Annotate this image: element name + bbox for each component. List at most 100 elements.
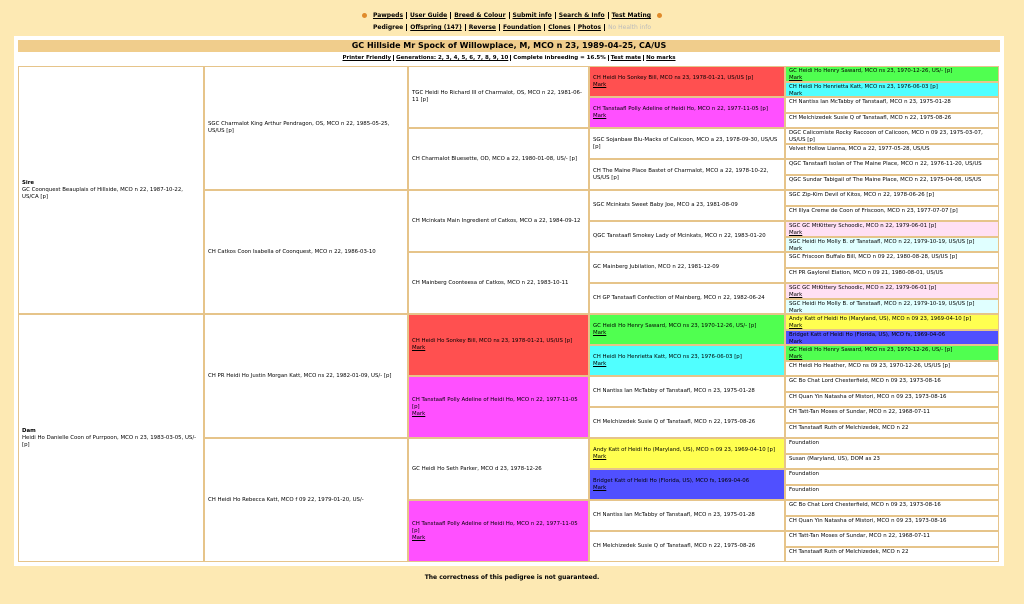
- cat-name[interactable]: CH Heidi Ho Sonkey Bill, MCO ns 23, 1978…: [593, 74, 754, 81]
- option[interactable]: No marks: [643, 55, 678, 61]
- option[interactable]: Complete inbreeding = 16.5%: [510, 55, 608, 61]
- cat-name[interactable]: GC Heidi Ho Henry Saward, MCO ns 23, 197…: [593, 322, 757, 329]
- pedigree-cell: Andy Katt of Heidi Ho (Maryland, US), MC…: [589, 438, 785, 469]
- cat-name[interactable]: SGC GC MtKittery Schoodic, MCO n 22, 197…: [789, 285, 937, 291]
- cat-name[interactable]: GC Bo Chat Lord Chesterfield, MCO n 09 2…: [789, 378, 941, 384]
- cat-name[interactable]: GC Bo Chat Lord Chesterfield, MCO n 09 2…: [789, 502, 941, 508]
- cat-name[interactable]: DGC Calicomiste Rocky Raccoon of Calicoo…: [789, 130, 983, 143]
- mark-link[interactable]: Mark: [789, 323, 803, 329]
- nav-link[interactable]: Submit info: [508, 12, 555, 19]
- cat-name[interactable]: CH Illya Creme de Coon of Friscoon, MCO …: [789, 207, 958, 214]
- nav-link[interactable]: Pawpeds: [372, 12, 404, 19]
- nav-link: No Health info: [604, 24, 654, 31]
- cat-name[interactable]: Susan (Maryland, US), DOM as 23: [789, 455, 880, 462]
- option[interactable]: Test mate: [607, 55, 644, 61]
- mark-link[interactable]: Mark: [789, 90, 803, 97]
- cat-name[interactable]: CH Charmalot Bluesette, OD, MCO a 22, 19…: [412, 155, 578, 162]
- cat-name[interactable]: Foundation: [789, 440, 820, 446]
- cat-name[interactable]: CH Heidi Ho Henrietta Katt, MCO ns 23, 1…: [593, 353, 742, 360]
- cat-name[interactable]: SGC Charmalot King Arthur Pendragon, OS,…: [208, 121, 390, 134]
- mark-link[interactable]: Mark: [789, 338, 803, 345]
- cat-name[interactable]: CH Melchizedek Susie Q of Tanstaafl, MCO…: [789, 114, 952, 121]
- mark-link[interactable]: Mark: [789, 307, 803, 314]
- cat-name[interactable]: CH Nantiss Ian McTabby of Tanstaafl, MCO…: [789, 99, 951, 105]
- nav-link[interactable]: Search & Info: [554, 12, 608, 19]
- cat-name[interactable]: QGC Tanstaafl Smokey Lady of Mcinkats, M…: [593, 233, 766, 239]
- cat-name[interactable]: CH Tatt-Tan Moses of Sundar, MCO n 22, 1…: [789, 533, 930, 539]
- cat-name[interactable]: CH Tanstaafl Ruth of Melchizedek, MCO n …: [789, 548, 909, 555]
- cat-name[interactable]: CH Melchizedek Susie Q of Tanstaafl, MCO…: [593, 419, 756, 425]
- cat-name[interactable]: CH Heidi Ho Rebecca Katt, MCO f 09 22, 1…: [208, 496, 364, 503]
- cat-name[interactable]: Andy Katt of Heidi Ho (Maryland, US), MC…: [789, 316, 972, 322]
- cat-name[interactable]: CH Tanstaafl Polly Adeline of Heidi Ho, …: [412, 396, 578, 410]
- cat-name[interactable]: SGC Friscoon Buffalo Bill, MCO n 09 22, …: [789, 254, 958, 260]
- cat-name[interactable]: CH Heidi Ho Heather, MCO ns 09 23, 1970-…: [789, 362, 951, 369]
- nav-link[interactable]: Clones: [544, 24, 574, 31]
- cat-name[interactable]: CH Tanstaafl Polly Adeline of Heidi Ho, …: [412, 520, 578, 534]
- nav-link[interactable]: Breed & Colour: [450, 12, 509, 19]
- cat-name[interactable]: SGC Heidi Ho Molly B. of Tanstaafl, MCO …: [789, 300, 975, 307]
- icon: [657, 13, 663, 18]
- nav-link[interactable]: Offspring (147): [406, 24, 465, 31]
- cat-name[interactable]: Foundation: [789, 471, 820, 477]
- cat-name[interactable]: CH Quan Yin Natasha of Mistori, MCO n 09…: [789, 517, 947, 524]
- cat-name[interactable]: GC Mainberg Jubilation, MCO n 22, 1981-1…: [593, 264, 720, 270]
- mark-link[interactable]: Mark: [789, 75, 803, 81]
- cat-name[interactable]: CH Tanstaafl Polly Adeline of Heidi Ho, …: [593, 105, 768, 112]
- cat-name[interactable]: CH GP Tanstaafl Confection of Mainberg, …: [593, 295, 765, 301]
- cat-name[interactable]: Heidi Ho Danielle Coon of Purrpoon, MCO …: [22, 434, 197, 448]
- mark-link[interactable]: Mark: [789, 354, 803, 360]
- cat-name[interactable]: Andy Katt of Heidi Ho (Maryland, US), MC…: [593, 446, 776, 453]
- cat-name[interactable]: Velvet Hollow Lianna, MCO a 22, 1977-05-…: [789, 145, 930, 152]
- cat-name[interactable]: SGC Zip-Kim Devil of Kitos, MCO n 22, 19…: [789, 192, 935, 198]
- option[interactable]: Printer Friendly: [342, 55, 392, 61]
- cat-name[interactable]: Bridget Katt of Heidi Ho (Florida, US), …: [789, 331, 946, 338]
- cat-name[interactable]: QGC Tanstaafl Isolan of The Maine Place,…: [789, 161, 982, 167]
- cat-name[interactable]: Bridget Katt of Heidi Ho (Florida, US), …: [593, 477, 750, 484]
- cat-name[interactable]: CH Nantiss Ian McTabby of Tanstaafl, MCO…: [593, 512, 755, 518]
- pedigree-cell: QGC Tanstaafl Smokey Lady of Mcinkats, M…: [589, 221, 785, 252]
- cat-name[interactable]: CH Mcinkats Main Ingredient of Catkos, M…: [412, 217, 581, 224]
- nav-link[interactable]: User Guide: [406, 12, 451, 19]
- mark-link[interactable]: Mark: [593, 484, 607, 491]
- cat-name[interactable]: TGC Heidi Ho Richard III of Charmalot, O…: [412, 90, 582, 103]
- mark-link[interactable]: Mark: [593, 360, 607, 367]
- cat-name[interactable]: QGC Sundar Tabigail of The Maine Place, …: [789, 176, 982, 183]
- cat-name[interactable]: CH Quan Yin Natasha of Mistori, MCO n 09…: [789, 393, 947, 400]
- cat-name[interactable]: SGC GC MtKittery Schoodic, MCO n 22, 197…: [789, 223, 937, 229]
- cat-name[interactable]: CH Tanstaafl Ruth of Melchizedek, MCO n …: [789, 424, 909, 431]
- mark-link[interactable]: Mark: [412, 345, 426, 351]
- cat-name[interactable]: CH Catkos Coon Isabella of Coonquest, MC…: [208, 248, 376, 255]
- cat-name[interactable]: CH Nantiss Ian McTabby of Tanstaafl, MCO…: [593, 388, 755, 394]
- mark-link[interactable]: Mark: [593, 329, 607, 336]
- cat-name[interactable]: CH PR Heidi Ho Justin Morgan Katt, MCO n…: [208, 372, 392, 379]
- mark-link[interactable]: Mark: [789, 230, 803, 236]
- cat-name[interactable]: SGC Mcinkats Sweet Baby Joe, MCO a 23, 1…: [593, 202, 738, 208]
- mark-link[interactable]: Mark: [412, 534, 426, 541]
- cat-name[interactable]: CH Mainberg Coonteesa of Catkos, MCO n 2…: [412, 279, 569, 286]
- cat-name[interactable]: GC Heidi Ho Henry Saward, MCO ns 23, 197…: [789, 347, 953, 353]
- mark-link[interactable]: Mark: [593, 453, 607, 460]
- cat-name[interactable]: SGC Sojanbaw Blu-Macks of Calicoon, MCO …: [593, 136, 778, 150]
- nav-link[interactable]: Test Mating: [607, 12, 655, 19]
- cat-name[interactable]: GC Heidi Ho Henry Saward, MCO ns 23, 197…: [789, 68, 953, 74]
- cat-name[interactable]: SGC Heidi Ho Molly B. of Tanstaafl, MCO …: [789, 238, 975, 245]
- mark-link[interactable]: Mark: [789, 292, 803, 298]
- cat-name[interactable]: GC Heidi Ho Seth Parker, MCO d 23, 1978-…: [412, 465, 542, 472]
- mark-link[interactable]: Mark: [412, 410, 426, 417]
- nav-link[interactable]: Reverse: [464, 24, 500, 31]
- cat-name[interactable]: CH Melchizedek Susie Q of Tanstaafl, MCO…: [593, 543, 756, 549]
- cat-name[interactable]: CH Heidi Ho Henrietta Katt, MCO ns 23, 1…: [789, 83, 938, 90]
- mark-link[interactable]: Mark: [593, 81, 607, 88]
- nav-link[interactable]: Photos: [573, 24, 605, 31]
- mark-link[interactable]: Mark: [789, 245, 803, 252]
- cat-name[interactable]: CH The Maine Place Bastet of Charmalot, …: [593, 167, 769, 181]
- cat-name[interactable]: CH Tatt-Tan Moses of Sundar, MCO n 22, 1…: [789, 409, 930, 415]
- cat-name[interactable]: CH PR Gaylorel Elation, MCO n 09 21, 198…: [789, 269, 943, 276]
- mark-link[interactable]: Mark: [593, 112, 607, 119]
- nav-link[interactable]: Foundation: [499, 24, 545, 31]
- cat-name[interactable]: CH Heidi Ho Sonkey Bill, MCO ns 23, 1978…: [412, 338, 573, 344]
- cat-name[interactable]: GC Coonquest Beauplais of Hillside, MCO …: [22, 186, 183, 200]
- cat-name[interactable]: Foundation: [789, 486, 820, 493]
- option[interactable]: Generations: 2, 3, 4, 5, 6, 7, 8, 9, 10: [393, 55, 511, 61]
